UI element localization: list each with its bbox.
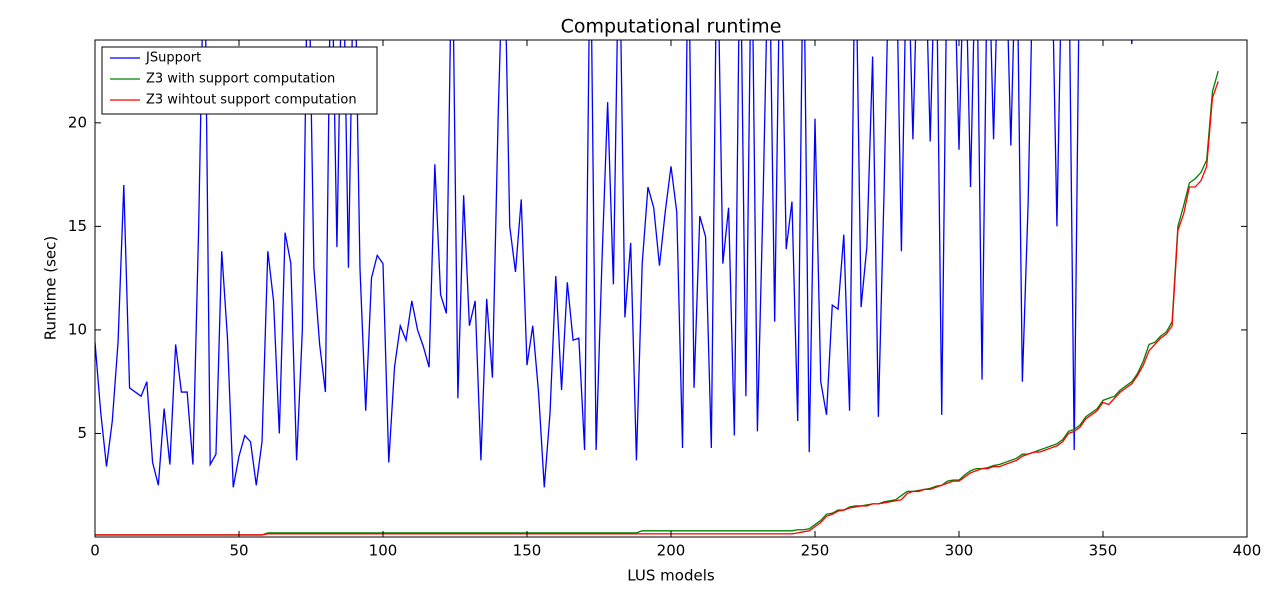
chart-title: Computational runtime bbox=[561, 16, 782, 38]
legend-box bbox=[101, 46, 378, 115]
x-tick-label: 0 bbox=[90, 542, 100, 560]
x-tick-label: 150 bbox=[513, 542, 542, 560]
x-tick-label: 50 bbox=[229, 542, 248, 560]
x-tick-label: 250 bbox=[801, 542, 830, 560]
x-tick-label: 400 bbox=[1233, 542, 1262, 560]
y-tick-label: 20 bbox=[68, 113, 87, 131]
y-tick-label: 5 bbox=[77, 424, 87, 442]
legend-label: Z3 with support computation bbox=[146, 72, 335, 87]
x-tick-label: 300 bbox=[945, 542, 974, 560]
series-line bbox=[95, 81, 1219, 536]
legend: JSupport Z3 with support computation Z3 wi… bbox=[101, 46, 378, 115]
y-axis-label: Runtime (sec) bbox=[42, 236, 60, 340]
legend-label: Z3 wihtout support computation bbox=[146, 93, 357, 108]
series-line bbox=[95, 40, 1133, 488]
x-tick-label: 350 bbox=[1089, 542, 1118, 560]
x-tick-label: 100 bbox=[369, 542, 398, 560]
y-tick-label: 15 bbox=[68, 217, 87, 235]
y-tick-label: 10 bbox=[68, 320, 87, 338]
axes: 0 50 100 150 200 250 300 350 400 5 10 15 20 bbox=[68, 40, 1261, 560]
x-axis-label: LUS models bbox=[627, 567, 715, 585]
x-tick-label: 200 bbox=[657, 542, 686, 560]
plot-frame bbox=[94, 39, 1248, 538]
plot-area bbox=[95, 40, 1219, 536]
legend-label: JSupport bbox=[145, 51, 201, 66]
